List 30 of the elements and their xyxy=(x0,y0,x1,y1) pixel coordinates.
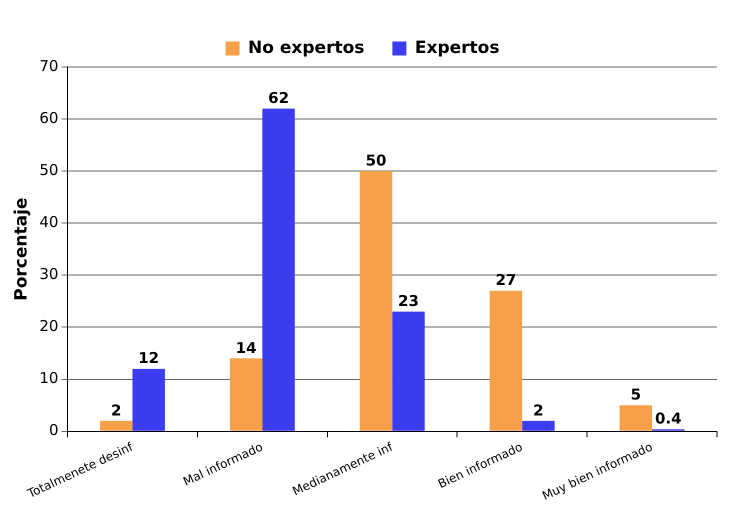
data-label: 62 xyxy=(268,89,290,108)
data-label: 23 xyxy=(398,292,419,310)
data-label: 5 xyxy=(630,386,642,404)
legend-label: Expertos xyxy=(414,38,500,58)
data-label: 14 xyxy=(236,338,257,357)
data-label: 2 xyxy=(110,401,122,420)
data-label: 2 xyxy=(533,401,544,420)
bar xyxy=(230,358,262,431)
bar xyxy=(262,108,295,431)
y-tick-label: 50 xyxy=(39,160,58,179)
data-label: 27 xyxy=(495,271,516,290)
y-tick-label: 20 xyxy=(39,317,58,336)
data-label: 0.4 xyxy=(654,410,682,428)
legend-label: No expertos xyxy=(248,38,364,58)
bar xyxy=(490,290,522,431)
bar xyxy=(392,312,425,431)
bar xyxy=(360,171,392,431)
y-tick-label: 70 xyxy=(39,56,58,75)
data-label: 50 xyxy=(366,151,386,170)
y-tick-label: 10 xyxy=(39,369,58,388)
bar xyxy=(132,368,165,431)
bar xyxy=(100,420,132,431)
y-tick-label: 30 xyxy=(39,265,58,284)
y-tick-label: 0 xyxy=(48,421,58,440)
data-label: 12 xyxy=(138,349,160,368)
y-tick-label: 40 xyxy=(39,213,58,232)
y-tick-label: 60 xyxy=(39,108,58,127)
bar xyxy=(522,420,555,431)
bar xyxy=(620,405,652,431)
y-axis-title: Porcentaje xyxy=(12,198,32,301)
